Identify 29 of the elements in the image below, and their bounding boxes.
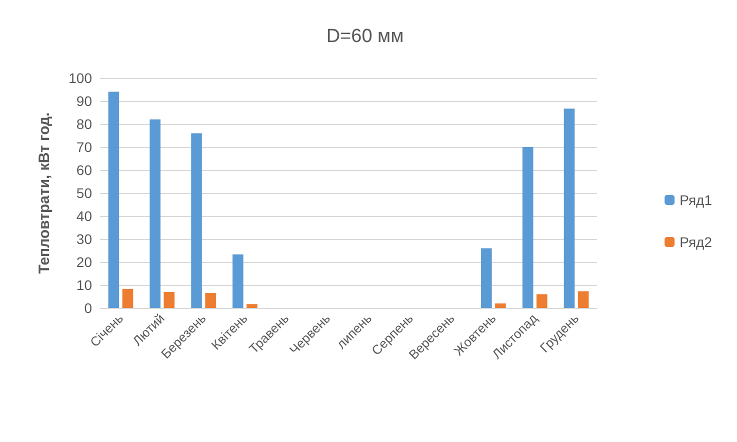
bar (246, 304, 258, 308)
bar (164, 292, 175, 308)
y-tick-label: 40 (76, 208, 92, 224)
y-axis-title: Тепловтрати, кВт год. (36, 112, 53, 274)
legend-label: Ряд2 (680, 234, 712, 250)
bar (564, 108, 575, 308)
y-tick-label: 70 (76, 139, 92, 155)
bar (205, 293, 216, 308)
legend-label: Ряд1 (680, 192, 712, 208)
y-tick-label: 60 (76, 162, 92, 178)
bar (122, 288, 134, 308)
bar (578, 291, 589, 308)
y-tick-label: 80 (76, 116, 92, 132)
bar (232, 254, 244, 308)
y-tick-label: 30 (76, 231, 92, 247)
y-tick-label: 10 (76, 277, 92, 293)
y-tick-label: 100 (68, 70, 92, 86)
bar (481, 248, 492, 308)
chart-title: D=60 мм (326, 26, 404, 47)
bar (536, 294, 548, 308)
bar (522, 147, 534, 308)
bar (150, 119, 161, 308)
y-tick-label: 0 (84, 300, 92, 316)
y-tick-label: 20 (76, 254, 92, 270)
bar (191, 133, 202, 308)
bar (108, 92, 120, 308)
bar (495, 303, 506, 308)
y-tick-label: 50 (76, 185, 92, 201)
y-tick-label: 90 (76, 93, 92, 109)
